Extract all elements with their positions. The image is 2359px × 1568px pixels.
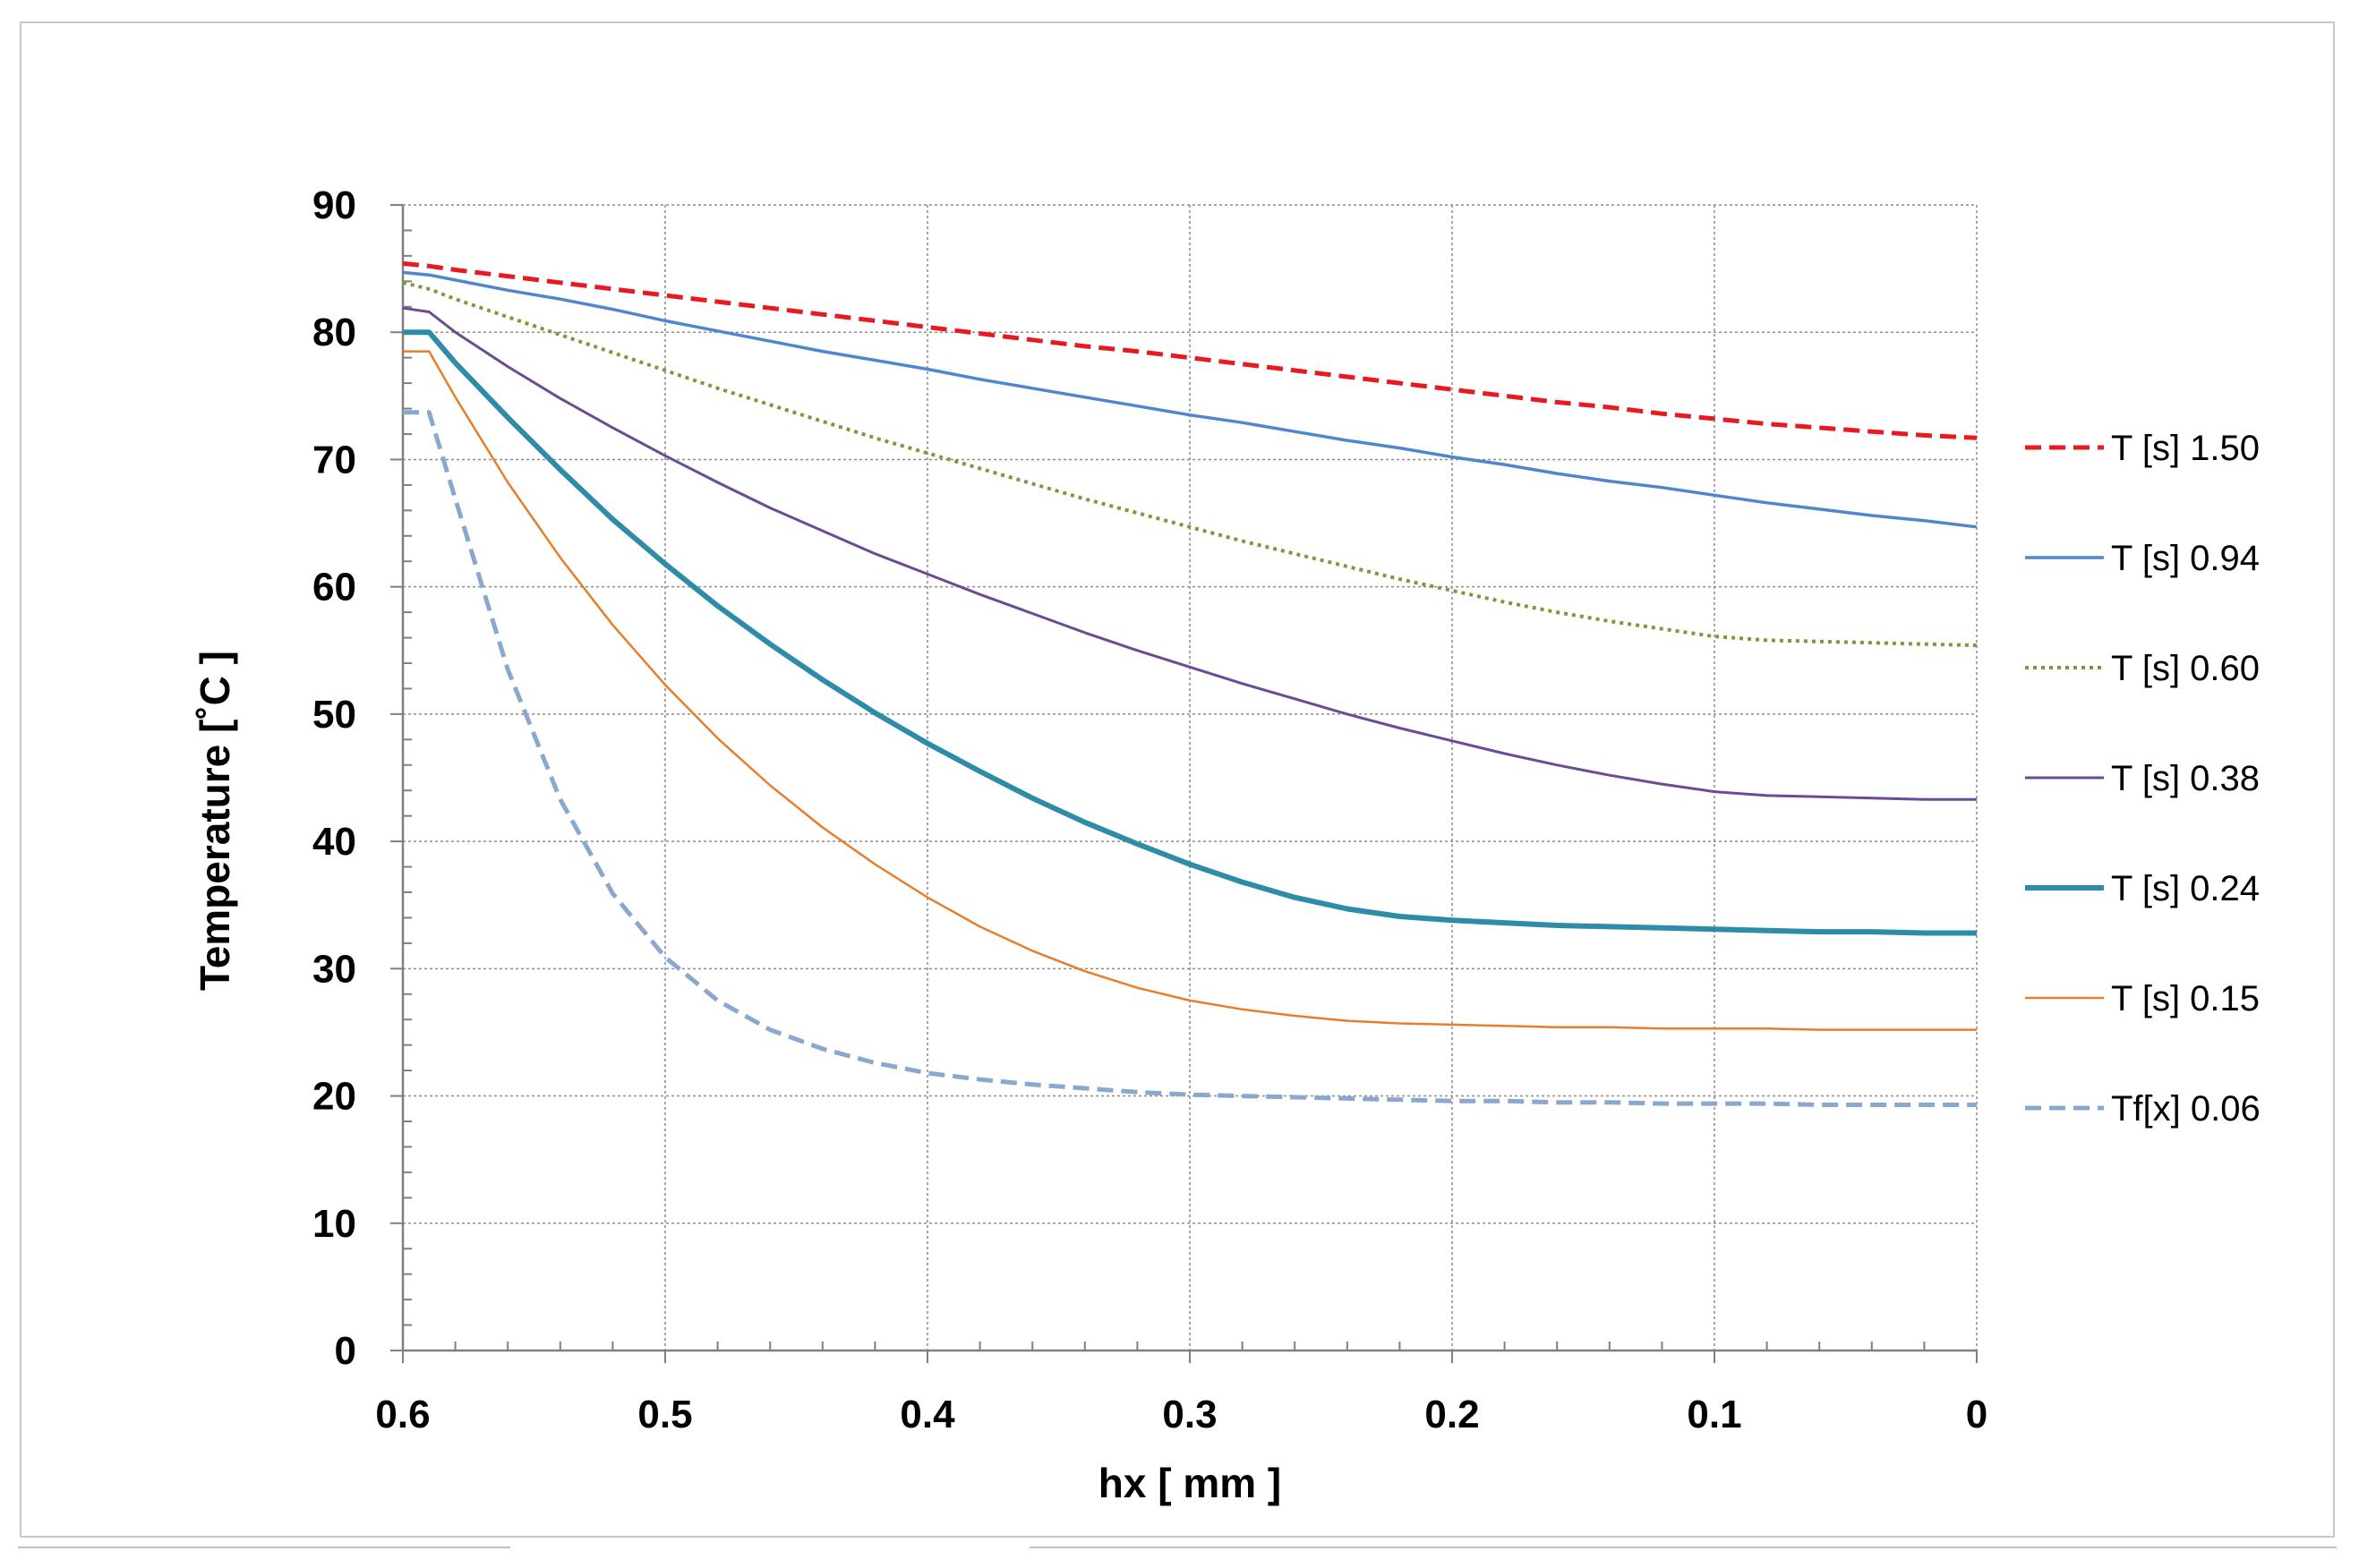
y-tick-label: 0	[335, 1329, 356, 1373]
legend-label: T [s] 0.60	[2111, 649, 2260, 688]
y-axis-title: Temperature [˚C ]	[192, 651, 238, 991]
page-rule-right	[1030, 1547, 2337, 1548]
grid	[403, 204, 1978, 1351]
legend-label: T [s] 1.50	[2111, 429, 2260, 468]
x-tick-label: 0.2	[1424, 1393, 1479, 1436]
y-tick-label: 30	[312, 947, 356, 991]
series-line-2	[402, 270, 1978, 529]
x-tick-label: 0.4	[900, 1393, 955, 1436]
series-line-1	[402, 260, 1978, 440]
y-tick-label: 70	[312, 438, 356, 481]
y-tick-label: 10	[312, 1202, 356, 1246]
series-line-6	[403, 350, 1977, 1031]
legend-label: T [s] 0.94	[2111, 539, 2260, 578]
legend-label: Tf[x] 0.06	[2111, 1089, 2261, 1129]
y-tick-label: 90	[312, 183, 356, 227]
legend-label: T [s] 0.24	[2111, 869, 2260, 908]
axes	[390, 204, 1978, 1363]
legend: T [s] 1.50 T [s] 0.94 T [s] 0.60 T [s] 0.38…	[2025, 429, 2261, 1129]
x-tick-label: 0.3	[1162, 1393, 1217, 1436]
y-tick-label: 60	[312, 566, 356, 609]
y-tick-label: 50	[312, 693, 356, 737]
x-tick-label: 0.6	[375, 1393, 430, 1436]
y-tick-label: 40	[312, 820, 356, 864]
tick-labels: 0 10 20 30 40 50 60 70 80 90 0.6 0.5 0.4 0.3 0.2 0.1 0	[312, 183, 1987, 1436]
series-lines	[402, 260, 1978, 1107]
x-axis-title: hx [ mm ]	[1098, 1460, 1281, 1506]
series-line-5	[403, 329, 1977, 936]
series-line-7	[403, 410, 1977, 1107]
series-line-4	[402, 306, 1977, 801]
legend-label: T [s] 0.15	[2111, 979, 2260, 1018]
page-rule-left	[18, 1547, 510, 1548]
x-tick-label: 0.1	[1687, 1393, 1741, 1436]
y-tick-label: 20	[312, 1075, 356, 1119]
legend-label: T [s] 0.38	[2111, 759, 2260, 798]
y-tick-label: 80	[312, 311, 356, 354]
x-tick-label: 0	[1966, 1393, 1987, 1436]
x-tick-label: 0.5	[637, 1393, 692, 1436]
